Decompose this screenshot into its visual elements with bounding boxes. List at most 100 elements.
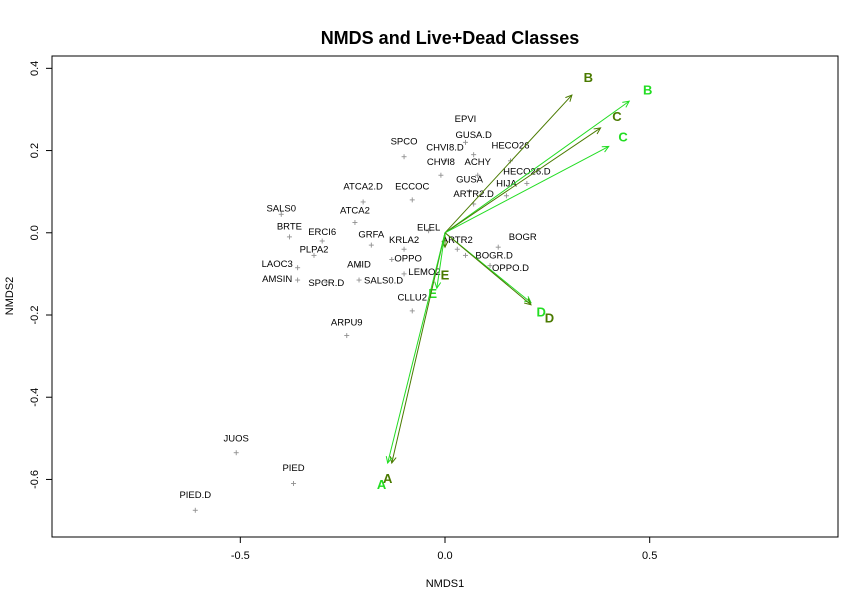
species-point bbox=[495, 244, 501, 250]
species-point bbox=[295, 265, 301, 271]
vector-arrow bbox=[389, 232, 446, 465]
chart-title: NMDS and Live+Dead Classes bbox=[321, 28, 580, 48]
species-point bbox=[323, 279, 329, 285]
species-point bbox=[409, 197, 415, 203]
y-tick-label: 0.0 bbox=[29, 225, 41, 240]
species-point bbox=[352, 220, 358, 225]
species-label: ERCI6 bbox=[308, 227, 336, 238]
species-label: ARPU9 bbox=[331, 317, 363, 328]
species-point bbox=[426, 228, 432, 234]
species-point bbox=[438, 172, 444, 178]
vector-label: D bbox=[545, 311, 554, 326]
y-axis: -0.6 -0.4 -0.2 0.0 0.2 0.4 bbox=[29, 61, 52, 489]
species-label: ARTR2.D bbox=[453, 189, 494, 200]
species-label: GUSA.D bbox=[455, 130, 492, 141]
species-point bbox=[454, 246, 460, 252]
species-point bbox=[356, 263, 362, 269]
species-label: CHVI8 bbox=[427, 157, 455, 168]
species-label: ATCA2.D bbox=[343, 182, 383, 193]
species-layer: EPVI GUSA.D SPCO CHVI8.D HECO26 CHVI8 ACHY HECO… bbox=[179, 114, 551, 513]
x-tick-label: 0.0 bbox=[437, 550, 452, 562]
species-point bbox=[233, 450, 239, 456]
x-tick-label: -0.5 bbox=[231, 550, 250, 562]
species-point bbox=[409, 308, 415, 314]
species-point bbox=[467, 189, 473, 195]
species-label: ATCA2 bbox=[340, 205, 370, 216]
y-tick-label: -0.6 bbox=[29, 470, 41, 489]
species-label: AMSIN bbox=[262, 274, 292, 285]
species-point bbox=[508, 158, 513, 164]
species-label: ACHY bbox=[465, 157, 492, 168]
species-point bbox=[291, 481, 297, 487]
species-label: HECO26.D bbox=[503, 166, 551, 177]
species-label: EPVI bbox=[455, 114, 477, 125]
species-point bbox=[462, 252, 468, 258]
vector-arrow bbox=[444, 127, 602, 234]
vector-label: E bbox=[441, 267, 450, 282]
species-label: SPCR.D bbox=[308, 278, 344, 289]
species-label: BOGR.D bbox=[475, 250, 513, 261]
species-label: SALS0 bbox=[266, 203, 296, 214]
y-tick-label: -0.2 bbox=[29, 306, 41, 325]
species-point bbox=[401, 246, 407, 252]
species-point bbox=[192, 507, 198, 513]
species-label: JUOS bbox=[224, 434, 249, 445]
y-tick-label: -0.4 bbox=[29, 388, 41, 407]
species-label: PIED.D bbox=[179, 490, 211, 501]
species-point bbox=[401, 271, 407, 277]
species-point bbox=[487, 263, 493, 269]
vector-arrow bbox=[444, 232, 532, 306]
species-point bbox=[442, 158, 448, 164]
species-point bbox=[311, 252, 317, 258]
species-label: AMID bbox=[347, 260, 371, 271]
species-label: BRTE bbox=[277, 221, 302, 232]
species-label: GRFA bbox=[358, 230, 385, 241]
vector-arrow bbox=[385, 232, 446, 465]
species-point bbox=[360, 199, 366, 205]
species-label: CLLU2 bbox=[397, 293, 427, 304]
species-label: PIED bbox=[282, 463, 304, 474]
species-point bbox=[356, 277, 362, 283]
species-label: ARTR2 bbox=[442, 235, 473, 246]
x-axis-label: NMDS1 bbox=[426, 578, 465, 590]
y-tick-label: 0.4 bbox=[29, 61, 41, 76]
species-label: PLPA2 bbox=[300, 245, 329, 256]
species-point bbox=[401, 154, 407, 160]
species-label: GUSA bbox=[456, 175, 484, 186]
species-label: SPCO bbox=[391, 136, 418, 147]
vector-arrow bbox=[444, 145, 610, 234]
species-label: ECCOC bbox=[395, 182, 429, 193]
species-point bbox=[319, 238, 325, 244]
vector-label: D bbox=[537, 304, 546, 319]
x-tick-label: 0.5 bbox=[642, 550, 657, 562]
species-label: LEMO2 bbox=[408, 267, 440, 278]
species-label: BOGR bbox=[509, 232, 537, 243]
species-point bbox=[471, 152, 477, 158]
species-point bbox=[503, 193, 509, 199]
species-label: SALS0.D bbox=[364, 275, 403, 286]
species-point bbox=[344, 333, 350, 339]
vector-label: B bbox=[643, 82, 652, 97]
vector-label: A bbox=[377, 477, 387, 492]
species-point bbox=[462, 139, 468, 145]
species-point bbox=[295, 277, 301, 283]
species-point bbox=[368, 242, 374, 248]
vector-arrow bbox=[434, 232, 446, 290]
species-label: LAOC3 bbox=[262, 259, 293, 270]
plot-frame bbox=[51, 55, 839, 538]
vector-layer: B B CC EE DD AA bbox=[377, 70, 652, 492]
species-label: HECO26 bbox=[491, 141, 529, 152]
x-axis: -0.5 0.0 0.5 bbox=[231, 537, 657, 562]
species-point bbox=[389, 257, 395, 262]
vector-arrow bbox=[444, 100, 631, 234]
y-axis-label: NMDS2 bbox=[4, 277, 16, 316]
vector-arrow bbox=[444, 94, 573, 234]
species-label: HIJA bbox=[496, 179, 517, 190]
vector-label: C bbox=[618, 130, 628, 145]
species-point bbox=[278, 211, 284, 217]
y-tick-label: 0.2 bbox=[29, 143, 41, 158]
vector-label: E bbox=[428, 286, 437, 301]
species-label: ELEL bbox=[417, 223, 440, 234]
species-label: OPPO.D bbox=[492, 263, 529, 274]
